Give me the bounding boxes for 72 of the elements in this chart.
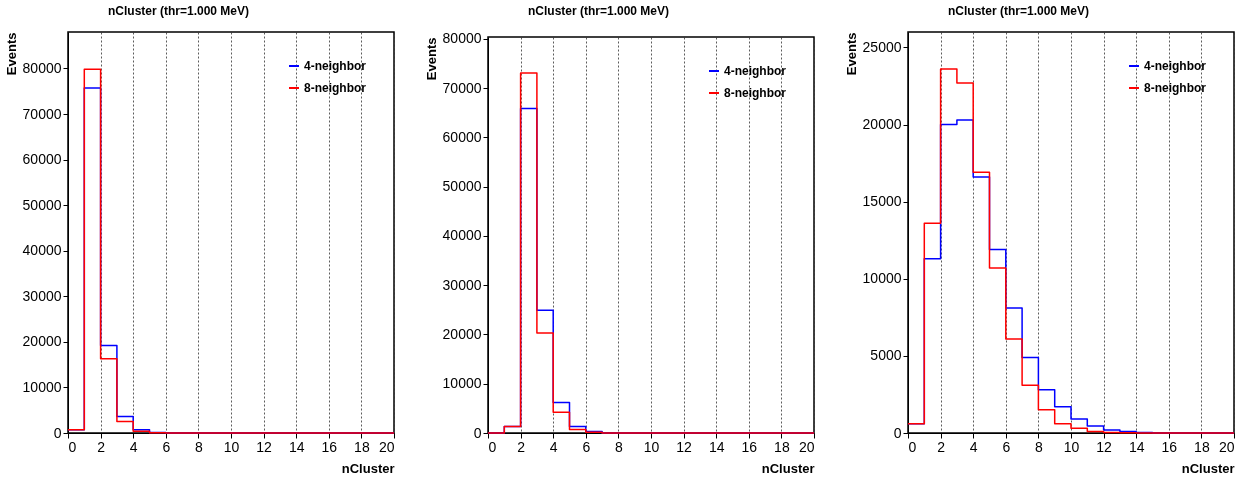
x-tick-label: 14	[708, 438, 725, 455]
y-tick-label: 50000	[442, 178, 482, 195]
x-tick-label: 8	[1035, 438, 1043, 455]
x-axis-title: nCluster	[761, 460, 815, 476]
x-tick-label: 12	[256, 438, 273, 455]
y-tick-label: 0	[893, 424, 902, 441]
y-tick-label: 70000	[22, 105, 62, 122]
x-tick-label: 14	[1128, 438, 1145, 455]
x-tick-label: 16	[1161, 438, 1178, 455]
x-tick-label: 12	[1096, 438, 1113, 455]
x-tick-label: 10	[643, 438, 660, 455]
x-axis-title: nCluster	[341, 460, 395, 476]
chart-title: nCluster (thr=1.000 MeV)	[948, 4, 1090, 18]
x-tick-label: 20	[378, 438, 395, 455]
x-tick-label: 8	[195, 438, 203, 455]
legend-label: 4-neighbor	[304, 59, 367, 73]
chart-title: nCluster (thr=1.000 MeV)	[528, 3, 670, 18]
x-tick-label: 0	[68, 438, 77, 455]
x-tick-label: 6	[1002, 438, 1011, 455]
y-tick-label: 25000	[862, 38, 902, 55]
chart-title: nCluster (thr=1.000 MeV)	[108, 4, 250, 18]
x-tick-label: 8	[615, 438, 623, 455]
y-tick-label: 60000	[22, 151, 62, 168]
y-tick-label: 10000	[862, 270, 902, 287]
legend-label: 8-neighbor	[304, 81, 367, 95]
y-tick-label: 30000	[22, 287, 62, 304]
legend-label: 4-neighbor	[1144, 59, 1207, 73]
x-tick-label: 6	[582, 438, 591, 455]
x-tick-label: 20	[798, 438, 815, 455]
x-tick-label: 10	[1063, 438, 1080, 455]
x-tick-label: 0	[488, 438, 497, 455]
x-tick-label: 18	[354, 438, 370, 455]
legend-label: 8-neighbor	[1144, 81, 1207, 95]
x-tick-label: 18	[774, 438, 790, 455]
y-tick-label: 60000	[442, 128, 482, 145]
x-tick-label: 2	[97, 438, 106, 455]
y-tick-label: 40000	[442, 227, 482, 244]
y-tick-label: 10000	[22, 378, 62, 395]
x-axis-title: nCluster	[1181, 460, 1235, 476]
y-tick-label: 30000	[442, 276, 482, 293]
x-tick-label: 2	[937, 438, 946, 455]
y-tick-label: 70000	[442, 79, 482, 96]
x-tick-label: 10	[223, 438, 240, 455]
y-axis-title: Events	[843, 32, 859, 76]
x-tick-label: 2	[517, 438, 526, 455]
y-tick-label: 5000	[870, 347, 902, 364]
y-tick-label: 80000	[442, 30, 482, 47]
x-tick-label: 16	[741, 438, 758, 455]
y-tick-label: 20000	[442, 325, 482, 342]
x-tick-label: 12	[676, 438, 693, 455]
y-axis-title: Events	[3, 32, 19, 76]
x-tick-label: 4	[549, 438, 558, 455]
y-tick-label: 15000	[862, 193, 902, 210]
y-tick-label: 80000	[22, 59, 62, 76]
x-tick-label: 14	[288, 438, 305, 455]
x-tick-label: 0	[908, 438, 917, 455]
x-tick-label: 16	[321, 438, 338, 455]
y-tick-label: 40000	[22, 242, 62, 259]
y-tick-label: 20000	[862, 116, 902, 133]
y-tick-label: 0	[53, 424, 62, 441]
x-tick-label: 20	[1218, 438, 1235, 455]
legend-label: 8-neighbor	[724, 86, 787, 100]
x-tick-label: 18	[1194, 438, 1210, 455]
legend-label: 4-neighbor	[724, 64, 787, 78]
y-axis-title: Events	[423, 37, 439, 81]
y-tick-label: 10000	[442, 375, 482, 392]
y-tick-label: 0	[473, 424, 482, 441]
x-tick-label: 4	[129, 438, 138, 455]
y-tick-label: 20000	[22, 333, 62, 350]
x-tick-label: 6	[162, 438, 171, 455]
y-tick-label: 50000	[22, 196, 62, 213]
x-tick-label: 4	[969, 438, 978, 455]
